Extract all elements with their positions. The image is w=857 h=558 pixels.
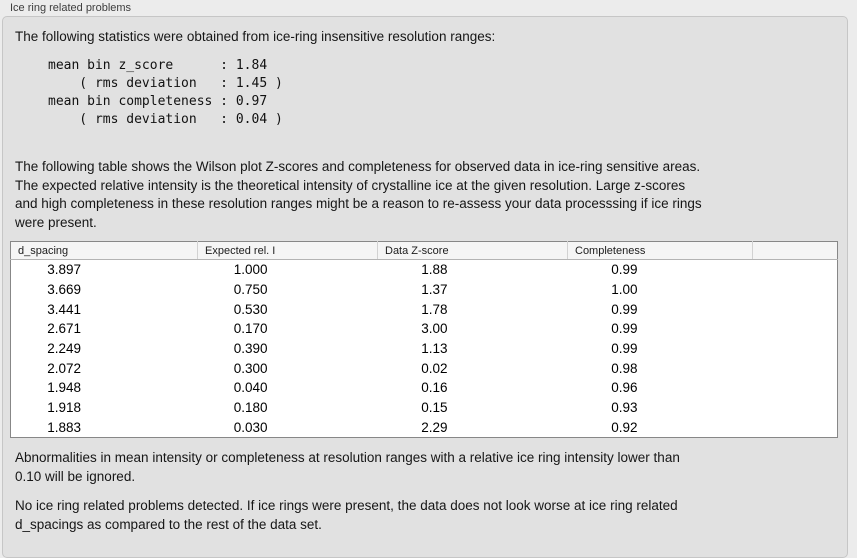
table-cell: 1.88 [421,262,448,278]
stats-values-block: mean bin z_score : 1.84 ( rms deviation … [48,58,283,127]
table-cell [753,319,838,339]
stats-intro-text: The following statistics were obtained f… [15,29,496,44]
table-cell: 0.16 [421,380,448,396]
ice-ring-table: d_spacing Expected rel. I Data Z-score C… [10,241,838,439]
table-cell: 0.99 [611,262,638,278]
table-cell: 2.671 [47,321,81,337]
table-cell: 1.000 [233,262,268,278]
conclusion-text: No ice ring related problems detected. I… [15,498,678,532]
table-body: 3.897 1.000 1.88 0.99 3.669 0.750 1.37 1.00 3.44… [11,260,838,438]
table-row[interactable]: 2.072 0.300 0.02 0.98 [11,358,838,378]
table-cell: 1.948 [47,380,81,396]
table-row[interactable]: 1.918 0.180 0.15 0.93 [11,398,838,418]
table-row[interactable]: 3.897 1.000 1.88 0.99 [11,260,838,280]
table-cell: 0.530 [233,301,268,317]
table-cell: 3.669 [47,282,81,298]
table-cell: 1.13 [421,341,448,357]
table-header-row: d_spacing Expected rel. I Data Z-score C… [10,241,838,260]
table-cell: 1.883 [47,419,81,435]
table-cell: 1.37 [421,282,448,298]
table-cell: 0.93 [611,400,638,416]
table-row[interactable]: 1.883 0.030 2.29 0.92 [11,418,838,438]
table-cell: 3.00 [421,321,448,337]
table-cell: 1.00 [611,282,638,298]
table-row[interactable]: 1.948 0.040 0.16 0.96 [11,378,838,398]
table-cell: 0.180 [233,400,268,416]
table-cell [753,339,838,359]
column-header-expected-i[interactable]: Expected rel. I [197,241,378,260]
table-cell: 0.170 [233,321,268,337]
table-cell: 2.249 [47,341,81,357]
column-header-d-spacing[interactable]: d_spacing [10,241,198,260]
table-cell: 1.918 [47,400,81,416]
table-cell [753,358,838,378]
table-cell [753,280,838,300]
table-cell: 0.99 [611,301,638,317]
column-header-empty [752,241,838,260]
table-row[interactable]: 3.441 0.530 1.78 0.99 [11,299,838,319]
table-cell: 0.040 [233,380,268,396]
table-row[interactable]: 3.669 0.750 1.37 1.00 [11,280,838,300]
table-cell: 0.96 [611,380,638,396]
table-cell: 3.897 [47,262,81,278]
table-row[interactable]: 2.671 0.170 3.00 0.99 [11,319,838,339]
table-cell: 0.750 [233,282,268,298]
table-cell: 0.98 [611,360,638,376]
table-cell: 0.300 [233,360,268,376]
panel-title: Ice ring related problems [10,2,132,14]
table-cell [753,398,838,418]
ignore-rule-text: Abnormalities in mean intensity or compl… [15,450,680,484]
table-cell: 1.78 [421,301,448,317]
ice-ring-group-box: The following statistics were obtained f… [2,16,848,558]
table-cell: 0.02 [421,360,448,376]
table-cell: 0.030 [233,419,268,435]
table-cell [753,299,838,319]
table-cell: 0.15 [421,400,448,416]
table-cell: 0.92 [611,419,638,435]
table-cell [753,378,838,398]
column-header-data-zscore[interactable]: Data Z-score [377,241,568,260]
table-row[interactable]: 2.249 0.390 1.13 0.99 [11,339,838,359]
table-description-text: The following table shows the Wilson plo… [15,159,702,230]
table-cell: 2.29 [421,419,448,435]
table-cell: 2.072 [47,360,81,376]
table-cell [753,260,838,280]
table-cell [753,418,838,438]
table-cell: 0.390 [233,341,268,357]
table-cell: 3.441 [47,301,81,317]
table-cell: 0.99 [611,321,638,337]
column-header-completeness[interactable]: Completeness [567,241,753,260]
table-cell: 0.99 [611,341,638,357]
